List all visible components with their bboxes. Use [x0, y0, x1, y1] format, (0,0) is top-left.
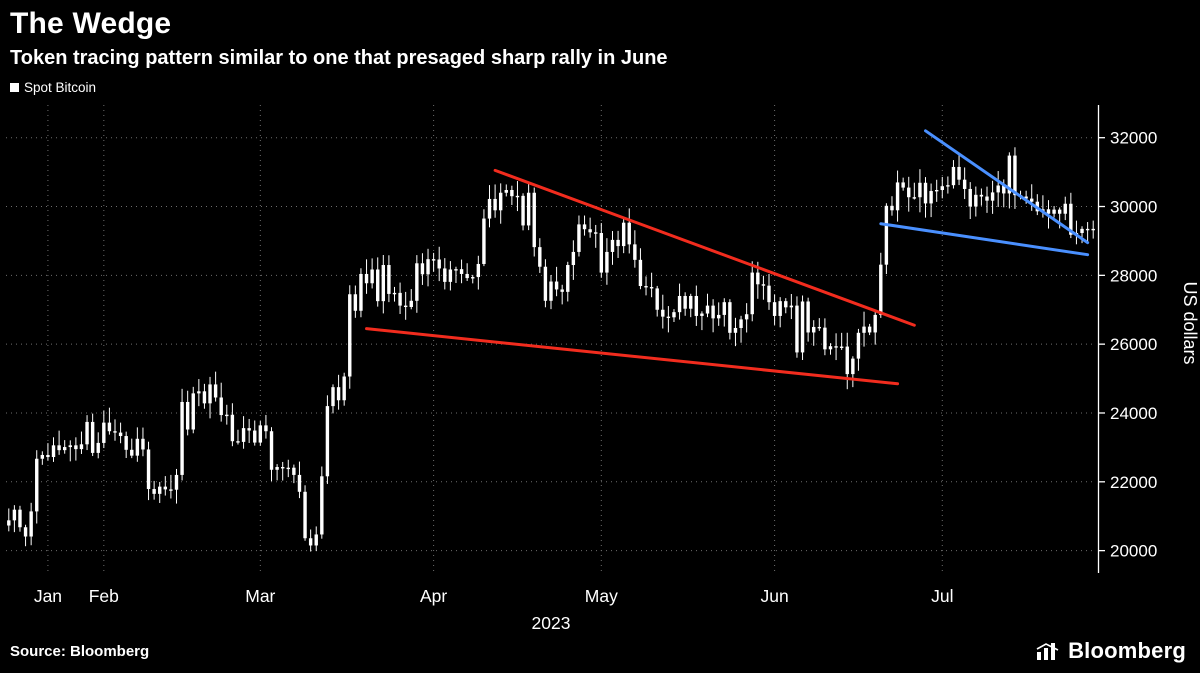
x-axis: Jan Feb Mar Apr May Jun Jul 2023: [34, 586, 954, 633]
legend: Spot Bitcoin: [10, 80, 1200, 95]
x-tick-label: Jan: [34, 586, 62, 606]
y-tick-label: 24000: [1110, 404, 1157, 423]
legend-square-icon: [10, 83, 19, 92]
candlestick-chart: 20000 22000 24000 26000 28000 30000 32000 US do…: [6, 105, 1200, 633]
chart-area: 20000 22000 24000 26000 28000 30000 32000 US do…: [0, 95, 1200, 635]
candles: [7, 147, 1095, 552]
trendline-blue-lower: [879, 222, 1090, 257]
x-tick-label: Jul: [931, 586, 953, 606]
chart-header: The Wedge Token tracing pattern similar …: [0, 0, 1200, 70]
bloomberg-logo-icon: [1036, 643, 1059, 660]
y-tick-label: 32000: [1110, 129, 1157, 148]
x-tick-label: May: [585, 586, 618, 606]
x-tick-label: Feb: [89, 586, 119, 606]
x-axis-year: 2023: [532, 613, 571, 633]
trendline-red-lower: [365, 327, 900, 386]
y-tick-label: 22000: [1110, 473, 1157, 492]
legend-label: Spot Bitcoin: [24, 80, 97, 95]
chart-subtitle: Token tracing pattern similar to one tha…: [10, 47, 668, 69]
y-axis: 20000 22000 24000 26000 28000 30000 32000: [1097, 105, 1157, 573]
y-tick-label: 20000: [1110, 542, 1157, 561]
chart-title: The Wedge: [10, 7, 172, 40]
trendline-red-upper: [493, 168, 916, 327]
gridlines: [6, 105, 1096, 573]
y-tick-label: 28000: [1110, 266, 1157, 285]
y-tick-label: 26000: [1110, 335, 1157, 354]
y-tick-label: 30000: [1110, 198, 1157, 217]
x-tick-label: Mar: [245, 586, 275, 606]
x-tick-label: Apr: [420, 586, 447, 606]
bloomberg-wordmark: Bloomberg: [1068, 638, 1186, 663]
source-label: Source: Bloomberg: [10, 642, 150, 660]
trendline-blue-upper: [924, 129, 1090, 245]
x-tick-label: Jun: [760, 586, 788, 606]
footer: Source: Bloomberg Bloomberg: [0, 635, 1200, 673]
bloomberg-logo: Bloomberg: [1035, 638, 1186, 664]
y-axis-title: US dollars: [1180, 281, 1200, 364]
